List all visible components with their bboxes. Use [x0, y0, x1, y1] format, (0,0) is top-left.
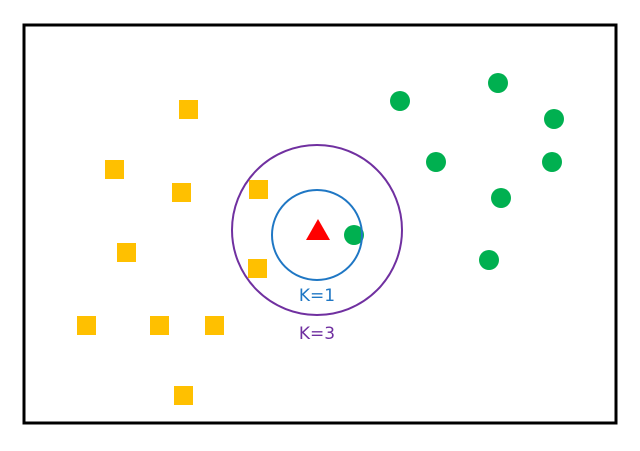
square-point: [174, 386, 193, 405]
inner-circle-label: K=1: [299, 286, 335, 306]
circle-point: [491, 188, 511, 208]
circle-point: [426, 152, 446, 172]
circle-point: [542, 152, 562, 172]
query-triangle: [306, 219, 330, 240]
outer-circle-label: K=3: [299, 324, 335, 344]
outer-k3-circle: [231, 144, 403, 316]
square-class-points: [77, 100, 268, 405]
square-point: [77, 316, 96, 335]
square-point: [248, 259, 267, 278]
circle-class-points: [344, 73, 564, 270]
square-point: [150, 316, 169, 335]
circle-point: [544, 109, 564, 129]
square-point: [205, 316, 224, 335]
square-point: [179, 100, 198, 119]
square-point: [117, 243, 136, 262]
square-point: [105, 160, 124, 179]
circle-point: [344, 225, 364, 245]
square-point: [172, 183, 191, 202]
circle-point: [488, 73, 508, 93]
inner-k1-circle: [271, 189, 363, 281]
square-point: [249, 180, 268, 199]
circle-point: [479, 250, 499, 270]
circle-point: [390, 91, 410, 111]
